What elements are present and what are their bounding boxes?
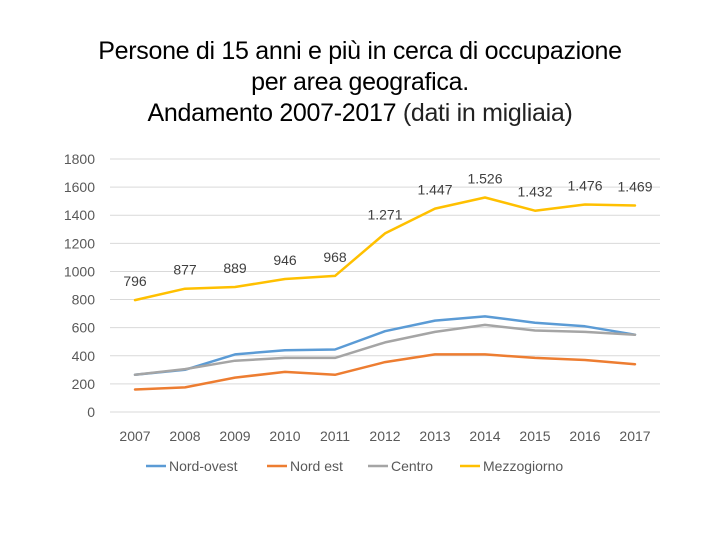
x-tick-label: 2017 bbox=[619, 428, 650, 444]
data-label: 1.271 bbox=[367, 206, 402, 222]
series-line-nord-est bbox=[133, 353, 637, 391]
data-label: 946 bbox=[273, 252, 297, 268]
title-line-3: Andamento 2007-2017 (dati in migliaia) bbox=[0, 98, 720, 129]
x-tick-label: 2012 bbox=[369, 428, 400, 444]
y-tick-label: 1200 bbox=[64, 235, 95, 251]
x-tick-label: 2010 bbox=[269, 428, 300, 444]
series-line-nord-ovest bbox=[133, 315, 637, 377]
y-tick-label: 600 bbox=[72, 320, 96, 336]
data-label: 1.476 bbox=[567, 178, 602, 194]
y-tick-label: 1000 bbox=[64, 263, 95, 279]
y-tick-label: 1400 bbox=[64, 207, 95, 223]
x-tick-label: 2011 bbox=[320, 428, 350, 444]
x-tick-label: 2015 bbox=[519, 428, 550, 444]
data-label: 1.432 bbox=[517, 184, 552, 200]
series-line-centro bbox=[133, 323, 637, 377]
data-label: 796 bbox=[123, 273, 147, 289]
data-label: 889 bbox=[223, 260, 247, 276]
y-tick-label: 0 bbox=[87, 404, 95, 420]
title-line-2: per area geografica. bbox=[251, 68, 469, 96]
title-subtitle: (dati in migliaia) bbox=[402, 99, 573, 127]
data-label: 1.526 bbox=[467, 171, 502, 187]
legend-label: Centro bbox=[391, 458, 433, 474]
x-tick-label: 2008 bbox=[169, 428, 200, 444]
x-tick-label: 2013 bbox=[419, 428, 450, 444]
x-tick-label: 2016 bbox=[569, 428, 600, 444]
legend-label: Nord est bbox=[290, 458, 343, 474]
x-tick-label: 2009 bbox=[219, 428, 250, 444]
y-tick-label: 800 bbox=[72, 292, 96, 308]
title-main: Andamento 2007-2017 bbox=[147, 99, 397, 127]
y-tick-label: 1800 bbox=[64, 151, 95, 167]
legend-label: Mezzogiorno bbox=[483, 458, 563, 474]
data-label: 1.469 bbox=[617, 179, 652, 195]
data-label: 968 bbox=[323, 249, 347, 265]
series-line-mezzogiorno bbox=[133, 196, 637, 302]
x-tick-label: 2007 bbox=[119, 428, 150, 444]
title-line-1: Persone di 15 anni e più in cerca di occ… bbox=[98, 37, 622, 65]
chart-title: Persone di 15 anni e più in cerca di occ… bbox=[0, 36, 720, 129]
legend-label: Nord-ovest bbox=[169, 458, 238, 474]
x-tick-label: 2014 bbox=[469, 428, 500, 444]
y-tick-label: 1600 bbox=[64, 179, 95, 195]
y-tick-label: 200 bbox=[72, 376, 96, 392]
data-label: 877 bbox=[173, 262, 197, 278]
y-tick-label: 400 bbox=[72, 348, 96, 364]
data-label: 1.447 bbox=[417, 182, 452, 198]
